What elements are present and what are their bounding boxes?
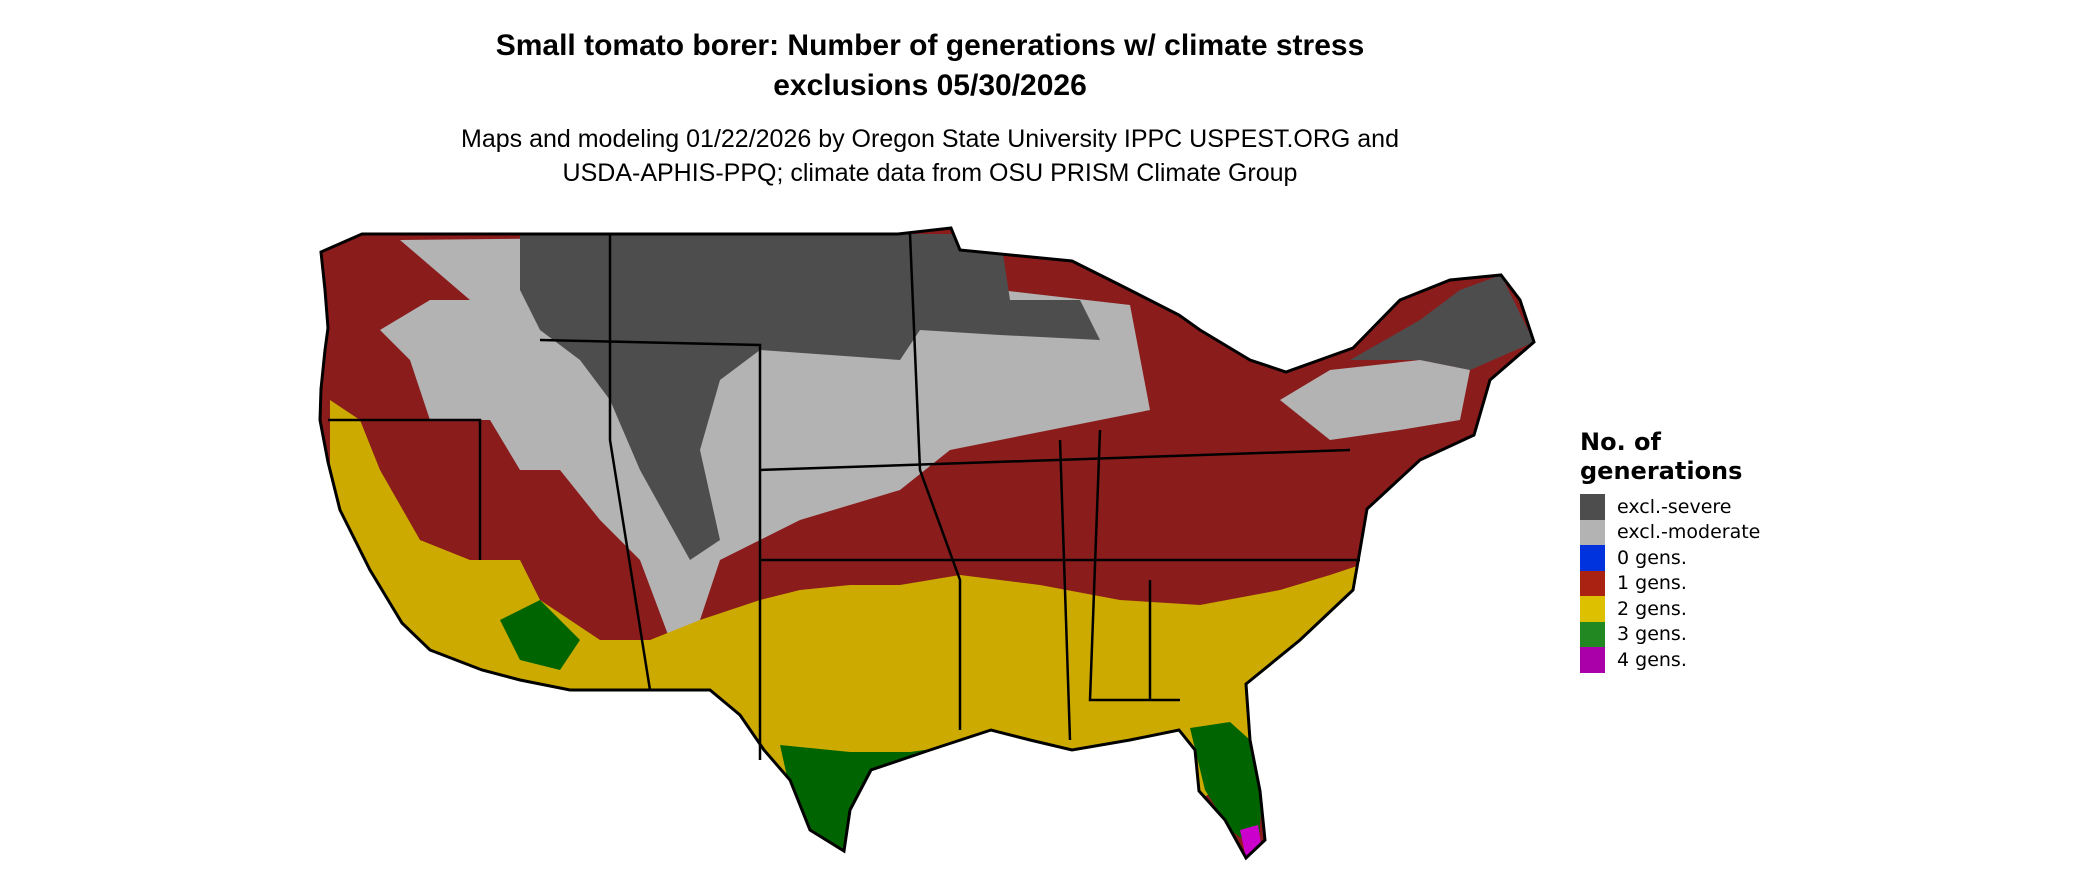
map-title-line-1: Small tomato borer: Number of generation… [495, 29, 1365, 62]
legend-label: 1 gens. [1617, 572, 1687, 595]
legend-label: 2 gens. [1617, 597, 1687, 620]
legend-title-line-2: generations [1580, 457, 1743, 485]
legend-label: 4 gens. [1617, 648, 1687, 671]
legend-label: excl.-moderate [1617, 521, 1761, 544]
region-excl-severe [520, 234, 1100, 560]
legend-item: 3 gens. [1580, 621, 1760, 647]
region-3-gens-texas [780, 745, 960, 858]
legend-swatch [1580, 596, 1605, 622]
region-excl-moderate-northeast [1280, 360, 1470, 440]
legend-item: excl.-moderate [1580, 519, 1761, 545]
state-borders [328, 233, 1360, 760]
legend-item: excl.-severe [1580, 494, 1760, 520]
map-subtitle-line-2: USDA-APHIS-PPQ; climate data from OSU PR… [562, 159, 1298, 187]
map-subtitle-line-1: Maps and modeling 01/22/2026 by Oregon S… [461, 125, 1399, 153]
legend-swatch [1580, 621, 1605, 647]
legend-item: 1 gens. [1580, 570, 1760, 596]
legend-swatch [1580, 519, 1605, 545]
legend-label: excl.-severe [1617, 495, 1732, 518]
region-3-gens-arizona [500, 600, 580, 670]
legend-title-line-1: No. of [1580, 428, 1661, 456]
legend-swatch [1580, 570, 1605, 596]
legend-item: 4 gens. [1580, 647, 1760, 673]
legend-label: 3 gens. [1617, 623, 1687, 646]
legend-item: 2 gens. [1580, 596, 1760, 622]
legend: No. of generations excl.-severe excl.-mod… [1580, 428, 1760, 673]
region-excl-severe-northeast [1350, 275, 1534, 370]
legend-title: No. of generations [1580, 428, 1760, 486]
region-3-gens-florida [1190, 722, 1262, 850]
legend-swatch [1580, 545, 1605, 571]
map-title-line-2: exclusions 05/30/2026 [773, 69, 1087, 102]
legend-label: 0 gens. [1617, 546, 1687, 569]
legend-swatch [1580, 494, 1605, 520]
legend-swatch [1580, 647, 1605, 673]
legend-item: 0 gens. [1580, 545, 1760, 571]
